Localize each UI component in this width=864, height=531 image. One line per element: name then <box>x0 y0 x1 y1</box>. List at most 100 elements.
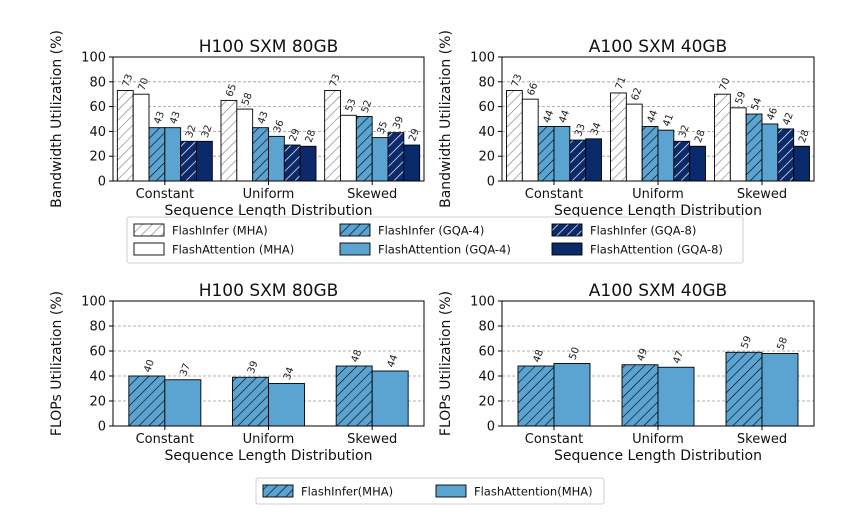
y-tick-label: 0 <box>98 420 106 435</box>
bar <box>232 376 269 427</box>
data-label: 46 <box>765 106 780 122</box>
data-label: 28 <box>693 129 708 145</box>
bar <box>521 98 539 182</box>
legend-entry: FlashAttention (GQA-8) <box>590 243 723 257</box>
x-tick-label: Uniform <box>243 432 295 447</box>
y-axis-label: Bandwidth Utilization (%) <box>438 30 454 208</box>
y-tick-label: 80 <box>478 320 495 335</box>
legend-swatch <box>551 242 583 256</box>
legend-entry: FlashAttention (GQA-4) <box>378 243 511 257</box>
x-tick-label: Skewed <box>737 432 787 447</box>
plot-frame <box>112 300 425 427</box>
data-label: 53 <box>344 98 359 114</box>
bar <box>355 116 373 182</box>
bar <box>180 140 197 182</box>
data-label: 52 <box>360 99 375 115</box>
data-label: 34 <box>589 121 604 137</box>
legend-swatch <box>551 223 583 237</box>
x-axis-label: Sequence Length Distribution <box>165 203 373 219</box>
bar <box>714 93 731 182</box>
bar <box>625 103 643 182</box>
data-label: 48 <box>531 348 546 364</box>
data-label: 35 <box>376 120 391 136</box>
y-tick-label: 0 <box>487 175 495 190</box>
bar <box>761 123 779 182</box>
bar <box>299 145 317 182</box>
data-label: 40 <box>142 358 157 374</box>
bar <box>196 140 213 182</box>
x-tick-label: Uniform <box>243 187 295 202</box>
legend-entry: FlashAttention (MHA) <box>172 243 294 257</box>
y-tick-label: 40 <box>89 370 106 385</box>
bar <box>387 132 405 182</box>
bar <box>761 353 799 427</box>
data-label: 39 <box>246 360 261 376</box>
legend-bottom: FlashInfer(MHA) FlashAttention(MHA) <box>255 477 605 505</box>
legend-top: FlashInfer (MHA) FlashInfer (GQA-4) FlashI… <box>126 216 744 264</box>
data-label: 33 <box>573 122 588 138</box>
bar <box>745 113 763 182</box>
bar <box>268 383 305 427</box>
data-label: 73 <box>510 73 525 89</box>
bar <box>553 125 571 182</box>
legend-entry: FlashInfer (GQA-8) <box>590 224 696 238</box>
bar <box>569 139 587 182</box>
legend-swatch <box>435 484 467 498</box>
data-label: 34 <box>282 366 297 382</box>
bar <box>128 375 166 427</box>
legend-entry: FlashInfer(MHA) <box>301 485 393 499</box>
legend-top-frame <box>126 216 744 264</box>
bar <box>517 365 555 427</box>
legend-swatch <box>133 242 165 256</box>
chart-title: A100 SXM 40GB <box>589 281 727 301</box>
data-label: 36 <box>272 119 287 135</box>
legend-entry: FlashAttention(MHA) <box>474 485 593 499</box>
x-tick-label: Constant <box>525 432 583 447</box>
bar <box>132 93 150 182</box>
x-tick-label: Uniform <box>632 432 684 447</box>
data-label: 59 <box>739 335 754 351</box>
data-label: 62 <box>630 86 645 102</box>
data-label: 73 <box>328 73 343 89</box>
data-label: 50 <box>567 346 582 362</box>
data-label: 39 <box>391 115 406 131</box>
chart-title: H100 SXM 80GB <box>199 281 339 301</box>
bar <box>220 99 238 182</box>
y-tick-label: 60 <box>478 345 495 360</box>
x-tick-label: Constant <box>525 187 583 202</box>
bar <box>793 145 810 182</box>
legend-entry: FlashInfer (GQA-4) <box>378 224 484 238</box>
legend-swatch <box>262 484 294 498</box>
y-tick-label: 80 <box>478 75 495 90</box>
data-label: 43 <box>168 110 183 126</box>
bar <box>777 128 795 182</box>
y-tick-label: 100 <box>470 295 495 310</box>
data-label: 28 <box>797 129 812 145</box>
data-label: 32 <box>677 124 692 140</box>
x-tick-label: Constant <box>136 187 194 202</box>
y-tick-label: 60 <box>89 345 106 360</box>
y-axis-label: FLOPs Utilization (%) <box>49 291 65 436</box>
y-tick-label: 20 <box>478 150 495 165</box>
x-axis-label: Sequence Length Distribution <box>165 448 373 464</box>
bar <box>673 140 691 182</box>
data-label: 42 <box>781 111 796 127</box>
data-label: 70 <box>718 76 733 92</box>
bar <box>148 127 166 182</box>
data-label: 28 <box>304 129 319 145</box>
y-tick-label: 60 <box>478 100 495 115</box>
data-label: 71 <box>614 75 629 91</box>
data-label: 41 <box>661 112 676 128</box>
plot-frame <box>501 300 815 427</box>
data-label: 70 <box>137 76 152 92</box>
data-label: 44 <box>386 353 401 369</box>
data-label: 32 <box>184 124 199 140</box>
chart-title: A100 SXM 40GB <box>589 37 727 57</box>
x-tick-label: Skewed <box>737 187 787 202</box>
y-tick-label: 20 <box>89 150 106 165</box>
y-axis-label: Bandwidth Utilization (%) <box>49 30 65 208</box>
data-label: 54 <box>750 96 765 112</box>
